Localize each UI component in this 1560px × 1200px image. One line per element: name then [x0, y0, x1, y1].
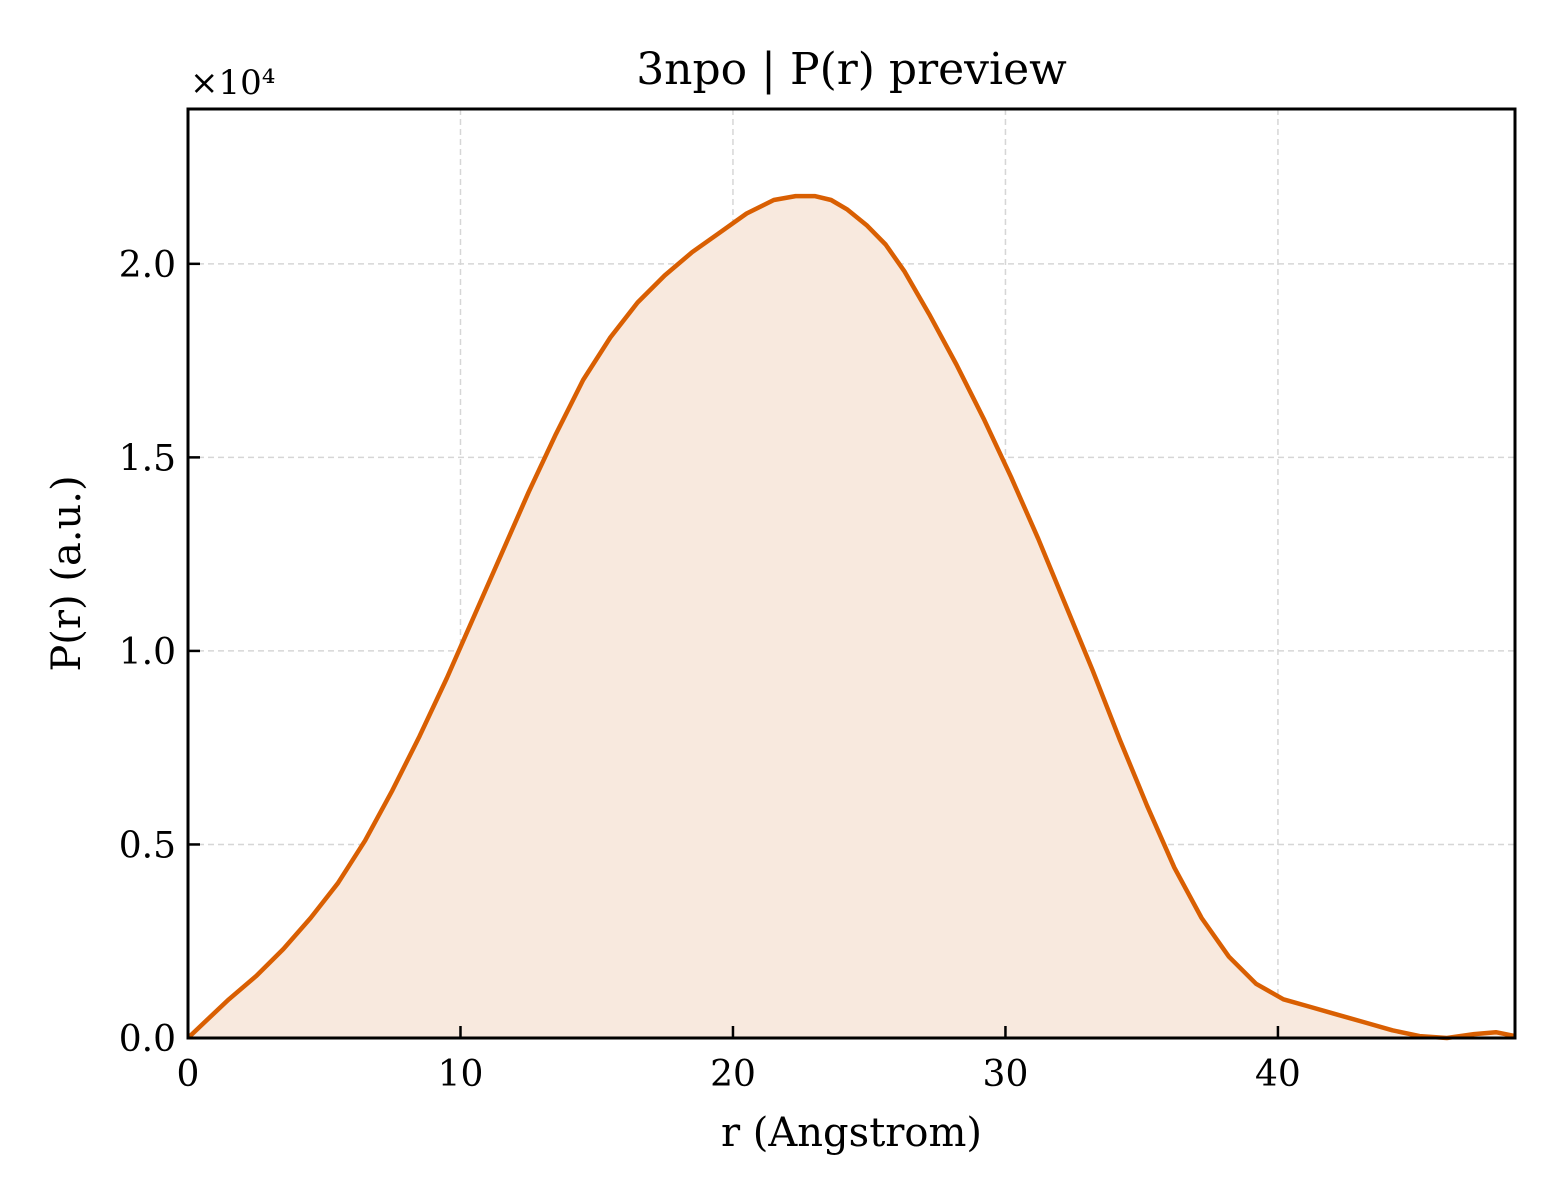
y-tick-label: 0.5 — [119, 825, 176, 866]
x-tick-label: 30 — [983, 1054, 1029, 1095]
y-offset-label: ×10⁴ — [190, 63, 275, 103]
chart-title: 3npo | P(r) preview — [636, 44, 1067, 95]
y-tick-label: 2.0 — [119, 245, 176, 286]
y-tick-label: 1.5 — [119, 438, 176, 479]
x-tick-label: 20 — [710, 1054, 756, 1095]
x-tick-label: 0 — [177, 1054, 200, 1095]
y-axis-label: P(r) (a.u.) — [44, 475, 90, 671]
tick-layer: 0 10 20 30 40 0.0 0.5 1.0 1.5 2.0 — [119, 245, 1301, 1095]
x-axis-label: r (Angstrom) — [721, 1110, 982, 1156]
plot-frame — [186, 107, 1517, 1040]
pr-curve-line — [186, 193, 1516, 1041]
y-tick-label: 0.0 — [119, 1019, 176, 1060]
pr-area-fill — [188, 196, 1515, 1039]
y-tick-label: 1.0 — [119, 632, 176, 673]
x-tick-label: 40 — [1255, 1054, 1301, 1095]
x-tick-label: 10 — [438, 1054, 484, 1095]
